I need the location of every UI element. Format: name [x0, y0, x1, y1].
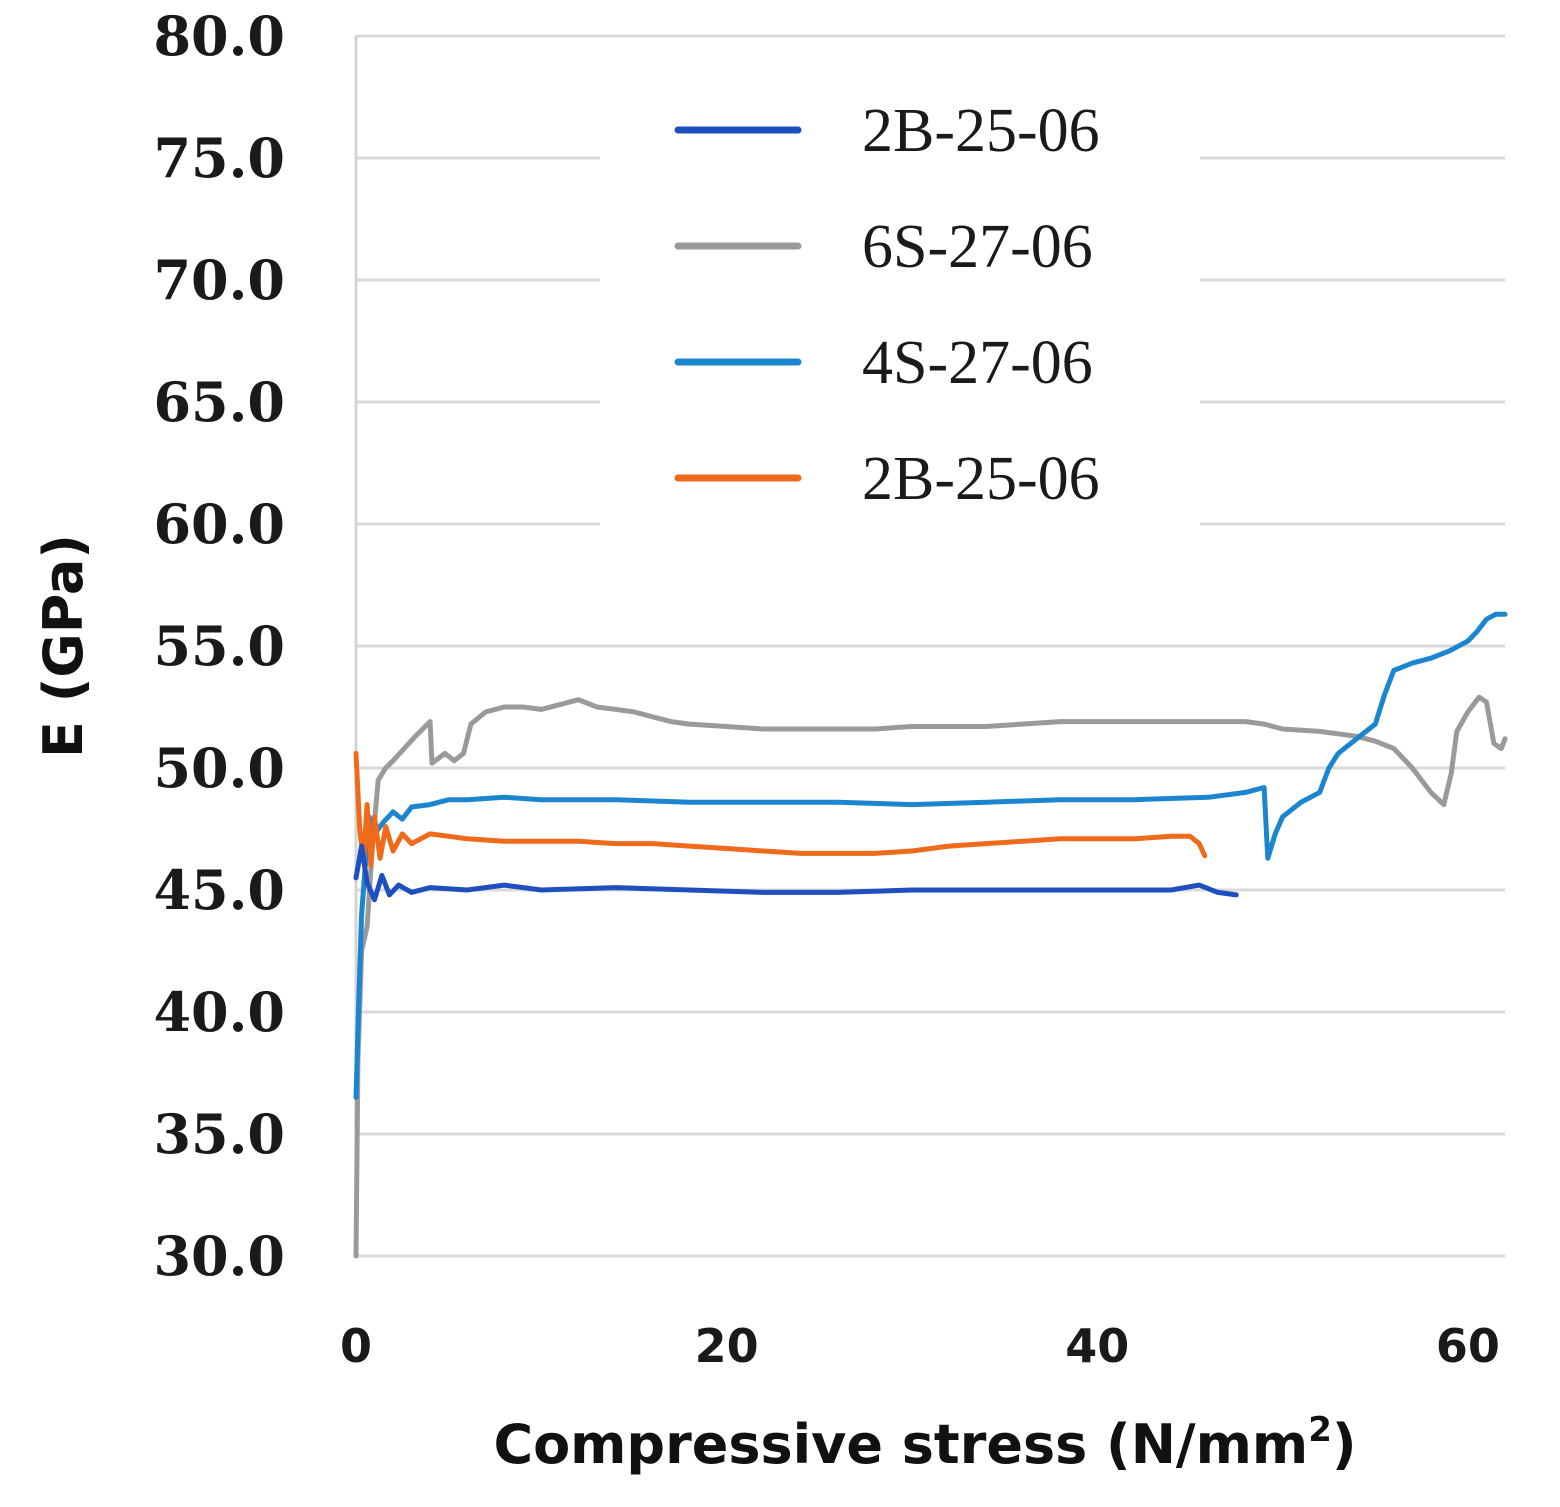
x-axis-ticks: 0 20 40 60: [340, 1319, 1500, 1373]
legend-box: [600, 78, 1200, 528]
legend: 2B-25-06 6S-27-06 4S-27-06 2B-25-06: [674, 97, 1100, 513]
legend-label-2: 6S-27-06: [862, 213, 1093, 281]
legend-label-3: 4S-27-06: [862, 329, 1093, 397]
y-tick-label: 75.0: [153, 126, 285, 190]
y-tick-label: 70.0: [153, 248, 285, 312]
series-lines: [353, 611, 1508, 1259]
x-axis-label-superscript: 2: [1308, 1410, 1332, 1450]
x-axis-label-main: Compressive stress (N/mm: [493, 1413, 1308, 1476]
y-tick-label: 35.0: [153, 1102, 285, 1166]
y-tick-label: 65.0: [153, 370, 285, 434]
y-tick-label: 40.0: [153, 980, 285, 1044]
series-line-4: [353, 750, 1208, 869]
x-axis-label-close: ): [1332, 1413, 1357, 1476]
legend-label-1: 2B-25-06: [862, 97, 1100, 165]
series-line-2: [353, 694, 1508, 1259]
y-tick-label: 45.0: [153, 858, 285, 922]
y-tick-label: 50.0: [153, 736, 285, 800]
y-axis-ticks: 30.0 35.0 40.0 45.0 50.0 55.0 60.0 65.0 70.0 75.0…: [153, 4, 285, 1288]
series-line-3: [353, 611, 1508, 1100]
x-tick-label: 60: [1436, 1319, 1500, 1373]
y-tick-label: 55.0: [153, 614, 285, 678]
y-tick-label: 30.0: [153, 1224, 285, 1288]
legend-label-4: 2B-25-06: [862, 445, 1100, 513]
x-axis-label: Compressive stress (N/mm2): [493, 1410, 1356, 1476]
x-tick-label: 0: [340, 1319, 372, 1373]
y-tick-label: 80.0: [153, 4, 285, 68]
x-tick-label: 40: [1065, 1319, 1129, 1373]
x-tick-label: 20: [695, 1319, 759, 1373]
y-axis-label: E (GPa): [32, 534, 95, 758]
series-line-1: [353, 843, 1239, 903]
y-tick-label: 60.0: [153, 492, 285, 556]
